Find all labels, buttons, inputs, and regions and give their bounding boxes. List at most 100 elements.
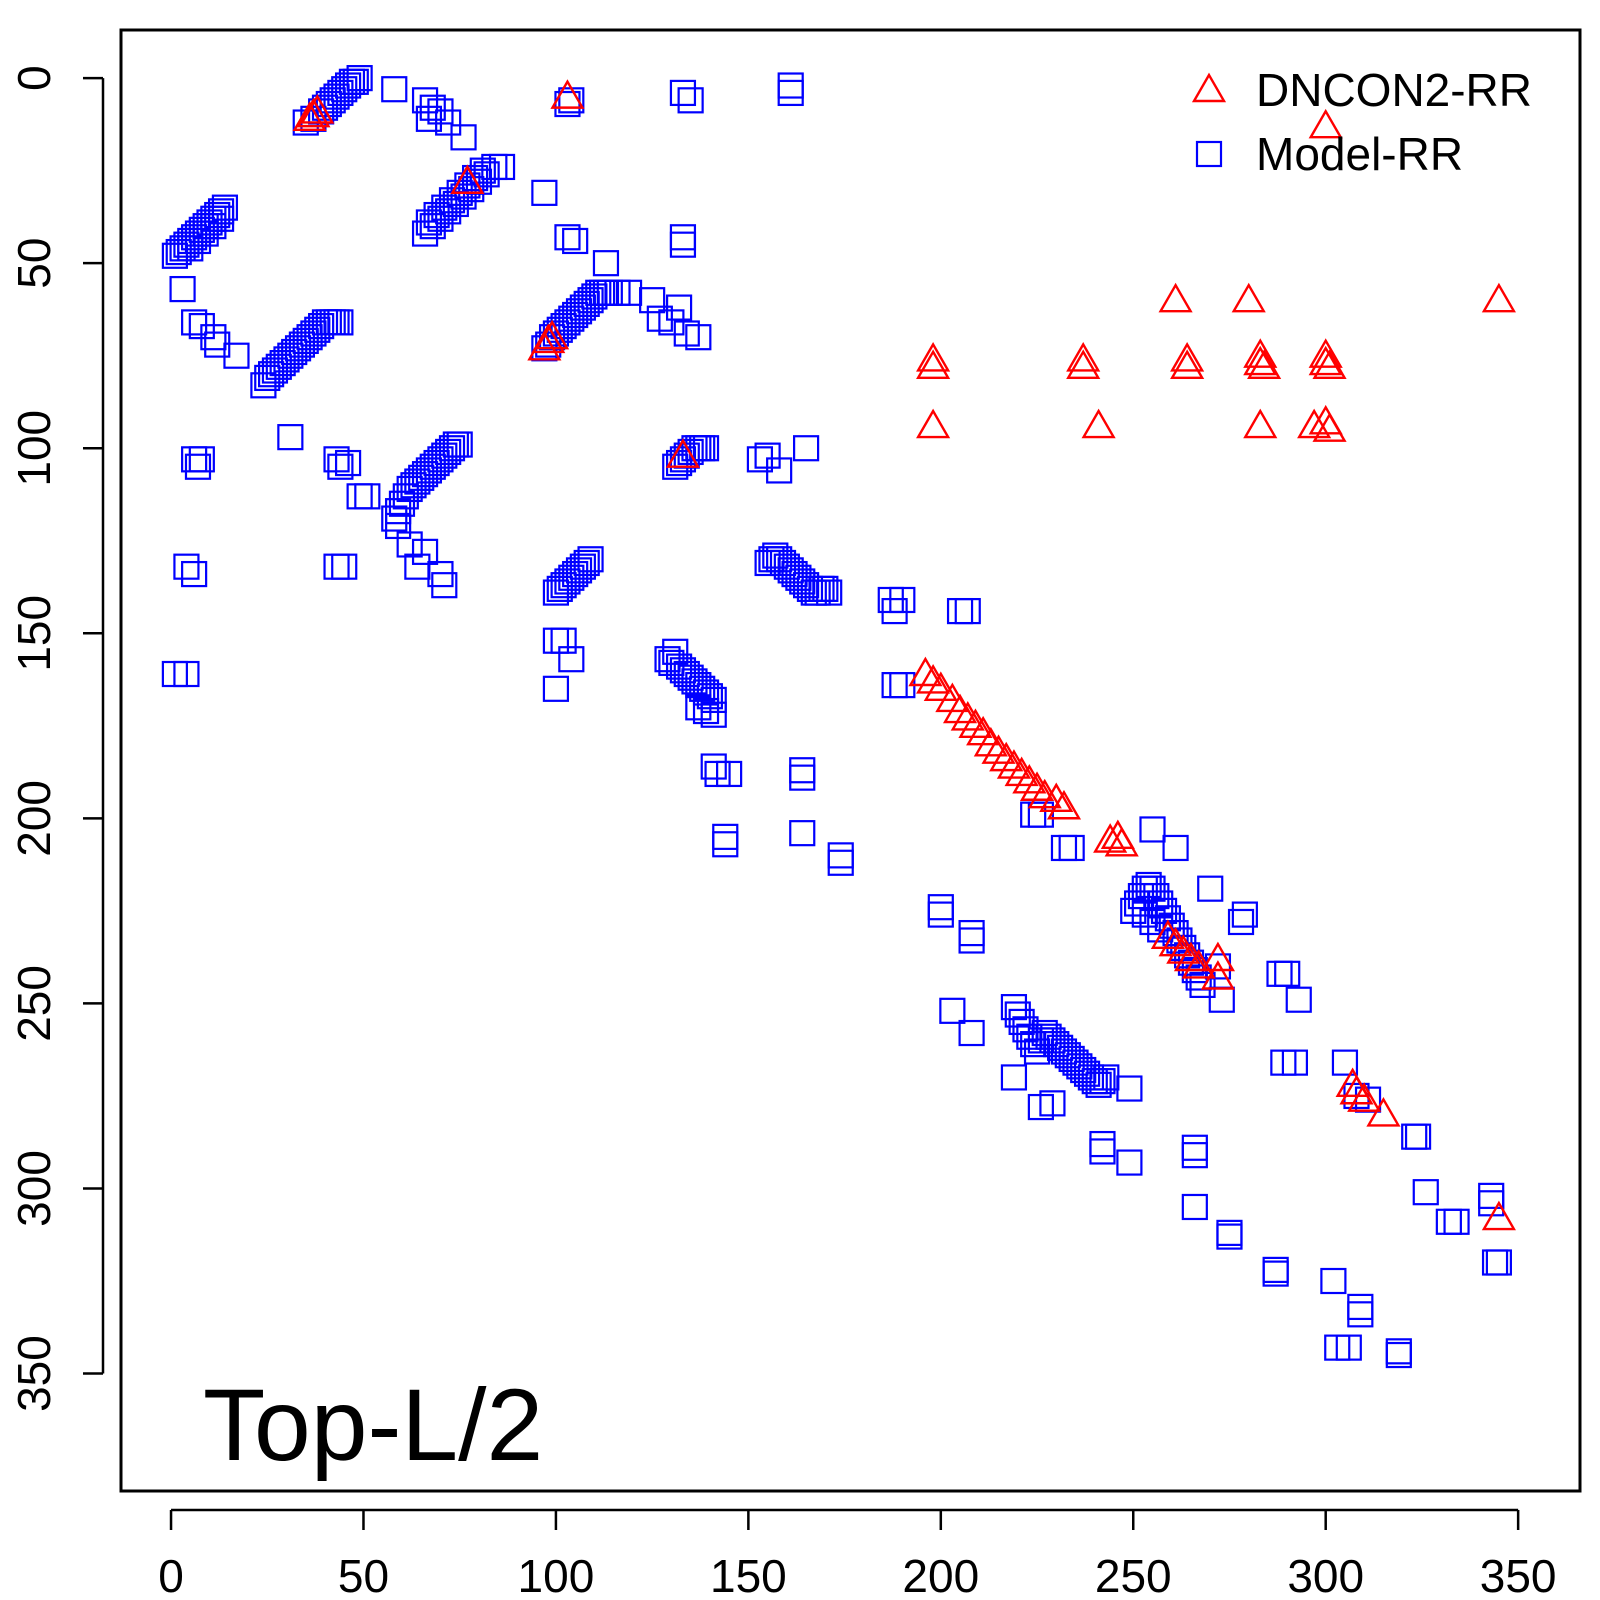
model-rr-point — [639, 287, 666, 314]
dncon2-rr-point — [1019, 771, 1055, 801]
model-rr-point — [1404, 1123, 1432, 1150]
series-dncon2-rr — [292, 79, 1516, 1231]
model-rr-point — [812, 575, 839, 602]
model-rr-point — [334, 449, 362, 477]
model-rr-point — [816, 579, 843, 606]
model-rr-point — [207, 205, 235, 232]
model-rr-point — [461, 164, 489, 192]
model-rr-point — [1485, 1249, 1512, 1276]
model-rr-point — [946, 597, 974, 625]
series-model-rr — [161, 65, 1512, 1369]
model-rr-point — [958, 1019, 985, 1047]
dncon2-rr-point — [300, 94, 335, 124]
model-rr-point — [1050, 834, 1078, 862]
dncon2-rr-point — [1158, 282, 1193, 313]
model-rr-point — [1181, 1134, 1208, 1161]
dncon2-rr-point — [1066, 349, 1101, 380]
y-tick-label: 200 — [8, 780, 60, 857]
y-tick-label: 250 — [8, 965, 60, 1042]
model-rr-point — [677, 87, 704, 114]
dncon2-rr-point — [1200, 941, 1236, 972]
model-rr-point — [777, 72, 804, 99]
model-rr-point — [692, 435, 720, 462]
model-rr-point — [1227, 908, 1255, 936]
model-rr-point — [685, 324, 712, 351]
dncon2-rr-point — [950, 701, 985, 731]
model-rr-point — [327, 309, 354, 336]
model-rr-point — [438, 187, 466, 214]
dncon2-rr-point — [296, 97, 331, 128]
model-rr-point — [381, 76, 408, 103]
model-rr-point — [927, 901, 954, 928]
model-rr-point — [181, 309, 208, 336]
model-rr-point — [669, 231, 697, 258]
model-rr-point — [277, 424, 304, 451]
model-rr-point — [488, 153, 516, 181]
legend-label: Model-RR — [1256, 128, 1463, 180]
dncon2-rr-point — [1297, 408, 1332, 439]
y-tick-label: 100 — [8, 410, 60, 487]
model-rr-point — [685, 694, 712, 721]
model-rr-point — [827, 842, 854, 869]
model-rr-point — [173, 553, 200, 580]
legend-label: DNCON2-RR — [1256, 64, 1532, 116]
dncon2-rr-point — [1150, 919, 1185, 949]
model-rr-point — [777, 79, 804, 107]
model-rr-point — [450, 124, 477, 151]
model-rr-point — [1443, 1208, 1470, 1235]
model-rr-point — [169, 275, 196, 303]
y-axis: 0 50 100 150 200 250 300 350 — [8, 65, 105, 1412]
model-rr-point — [692, 697, 720, 725]
dncon2-rr-point — [942, 693, 978, 724]
model-rr-point — [415, 209, 443, 236]
dncon2-rr-point — [1347, 1082, 1382, 1112]
dncon2-rr-point — [1339, 1074, 1374, 1105]
model-rr-point — [692, 679, 720, 706]
dncon2-rr-point — [1200, 960, 1236, 990]
model-rr-point — [1000, 1064, 1028, 1091]
dncon2-rr-point — [1308, 345, 1343, 376]
model-rr-point — [1274, 960, 1301, 987]
dncon2-rr-point — [1481, 282, 1516, 313]
model-rr-point — [827, 849, 854, 876]
dncon2-rr-point — [1243, 345, 1278, 376]
model-rr-point — [1335, 1334, 1362, 1361]
dncon2-rr-legend-icon — [1191, 72, 1227, 103]
x-tick-label: 350 — [1480, 1550, 1557, 1600]
dncon2-rr-point — [1166, 934, 1201, 964]
dncon2-rr-point — [1004, 756, 1039, 787]
model-rr-point — [404, 553, 431, 580]
dncon2-rr-point — [981, 734, 1016, 764]
dncon2-rr-point — [973, 726, 1008, 757]
dncon2-rr-point — [916, 408, 951, 439]
plot-frame — [119, 28, 1582, 1493]
dncon2-rr-point — [908, 656, 943, 687]
model-rr-point — [939, 997, 966, 1024]
dncon2-rr-point — [996, 749, 1032, 779]
model-rr-point — [1435, 1208, 1462, 1235]
model-rr-point — [573, 549, 600, 577]
dncon2-rr-point — [450, 164, 485, 194]
dncon2-rr-point — [1243, 338, 1278, 368]
model-rr-point — [1181, 1193, 1208, 1221]
model-rr-point — [1116, 1149, 1143, 1176]
model-rr-point — [1231, 901, 1258, 928]
model-rr-point — [954, 597, 981, 625]
model-rr-point — [331, 553, 358, 580]
model-rr-point — [431, 572, 458, 599]
dncon2-rr-point — [665, 438, 701, 468]
model-rr-point — [223, 342, 250, 369]
dncon2-rr-point — [1158, 926, 1193, 957]
model-rr-point — [327, 453, 354, 480]
model-rr-point — [1266, 960, 1293, 987]
x-tick-label: 250 — [1095, 1550, 1172, 1600]
model-rr-point — [177, 235, 204, 262]
model-rr-point — [396, 531, 423, 558]
y-tick-label: 150 — [8, 595, 60, 672]
model-rr-point — [1139, 908, 1166, 936]
model-rr-point — [431, 194, 458, 221]
dncon2-rr-point — [916, 664, 951, 694]
model-rr-point — [342, 68, 369, 95]
dncon2-rr-point — [1247, 349, 1282, 380]
model-rr-point — [558, 646, 585, 673]
